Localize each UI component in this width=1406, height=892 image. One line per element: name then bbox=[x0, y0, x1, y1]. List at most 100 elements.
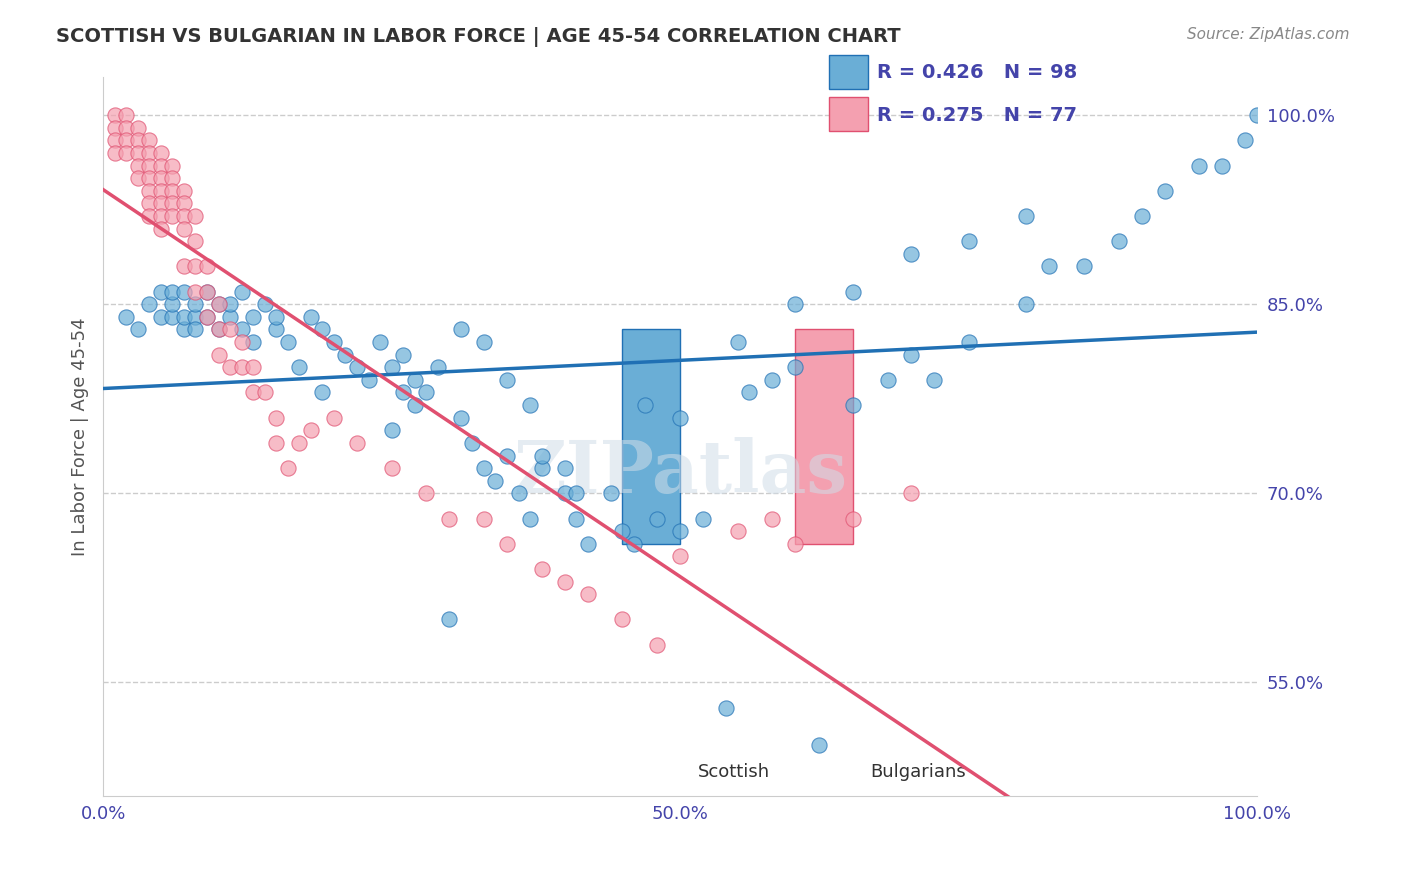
Point bbox=[253, 385, 276, 400]
Point bbox=[127, 159, 149, 173]
Point bbox=[530, 562, 553, 576]
Point bbox=[842, 511, 865, 525]
Point bbox=[242, 360, 264, 375]
FancyBboxPatch shape bbox=[796, 329, 853, 544]
Point bbox=[173, 209, 195, 223]
Point bbox=[173, 322, 195, 336]
Point bbox=[149, 171, 172, 186]
Point bbox=[1038, 260, 1060, 274]
Point bbox=[576, 537, 599, 551]
Point bbox=[127, 120, 149, 135]
Point bbox=[554, 486, 576, 500]
Point bbox=[576, 587, 599, 601]
Point bbox=[1246, 108, 1268, 122]
Point bbox=[264, 410, 287, 425]
Point bbox=[104, 108, 127, 122]
Point bbox=[450, 410, 472, 425]
FancyBboxPatch shape bbox=[830, 97, 868, 131]
Point bbox=[242, 335, 264, 350]
Point bbox=[472, 511, 495, 525]
Point bbox=[692, 511, 714, 525]
Point bbox=[299, 423, 322, 437]
Point bbox=[404, 373, 426, 387]
Point bbox=[207, 322, 229, 336]
Point bbox=[149, 209, 172, 223]
Point bbox=[415, 486, 437, 500]
Point bbox=[104, 120, 127, 135]
Point bbox=[138, 209, 160, 223]
Point bbox=[115, 108, 138, 122]
Point bbox=[138, 184, 160, 198]
Point bbox=[219, 360, 242, 375]
Point bbox=[612, 524, 634, 538]
Point bbox=[1153, 184, 1175, 198]
Point bbox=[554, 461, 576, 475]
Point bbox=[138, 146, 160, 161]
Point bbox=[207, 297, 229, 311]
Point bbox=[439, 612, 461, 626]
Point bbox=[807, 739, 830, 753]
Point bbox=[127, 322, 149, 336]
Point bbox=[173, 260, 195, 274]
Point bbox=[162, 310, 184, 324]
Point bbox=[623, 537, 645, 551]
Y-axis label: In Labor Force | Age 45-54: In Labor Force | Age 45-54 bbox=[72, 318, 89, 556]
Point bbox=[669, 410, 692, 425]
Point bbox=[115, 120, 138, 135]
Point bbox=[472, 335, 495, 350]
Point bbox=[1188, 159, 1211, 173]
Point bbox=[1015, 209, 1038, 223]
Point bbox=[138, 196, 160, 211]
Point bbox=[207, 322, 229, 336]
Point bbox=[484, 474, 506, 488]
Point bbox=[404, 398, 426, 412]
Point bbox=[957, 234, 980, 248]
Point bbox=[900, 247, 922, 261]
Point bbox=[149, 196, 172, 211]
Point bbox=[242, 310, 264, 324]
Point bbox=[184, 209, 207, 223]
Point bbox=[392, 348, 415, 362]
Point bbox=[149, 184, 172, 198]
Point bbox=[1211, 159, 1233, 173]
Point bbox=[138, 297, 160, 311]
Text: SCOTTISH VS BULGARIAN IN LABOR FORCE | AGE 45-54 CORRELATION CHART: SCOTTISH VS BULGARIAN IN LABOR FORCE | A… bbox=[56, 27, 901, 46]
Point bbox=[415, 385, 437, 400]
Point bbox=[127, 146, 149, 161]
Point bbox=[242, 385, 264, 400]
Point bbox=[645, 638, 668, 652]
Point bbox=[264, 322, 287, 336]
Point bbox=[195, 285, 218, 299]
Point bbox=[900, 486, 922, 500]
Point bbox=[162, 171, 184, 186]
Point bbox=[195, 285, 218, 299]
Point bbox=[288, 360, 311, 375]
Point bbox=[519, 511, 541, 525]
Point bbox=[277, 335, 299, 350]
Point bbox=[496, 449, 519, 463]
Point bbox=[1130, 209, 1153, 223]
Point bbox=[149, 285, 172, 299]
Point bbox=[184, 260, 207, 274]
Point bbox=[149, 146, 172, 161]
Point bbox=[612, 612, 634, 626]
Point bbox=[231, 360, 253, 375]
Point bbox=[1073, 260, 1095, 274]
Point bbox=[149, 310, 172, 324]
Point bbox=[461, 436, 484, 450]
FancyBboxPatch shape bbox=[830, 55, 868, 89]
Point bbox=[322, 335, 344, 350]
Point bbox=[381, 360, 404, 375]
FancyBboxPatch shape bbox=[623, 329, 681, 544]
Point bbox=[322, 410, 344, 425]
Point bbox=[876, 373, 898, 387]
Point bbox=[530, 449, 553, 463]
Point bbox=[264, 436, 287, 450]
Point bbox=[277, 461, 299, 475]
Point bbox=[426, 360, 449, 375]
Point bbox=[231, 322, 253, 336]
Point bbox=[785, 360, 807, 375]
Text: ZIPatlas: ZIPatlas bbox=[513, 437, 848, 508]
Point bbox=[138, 159, 160, 173]
Point bbox=[162, 285, 184, 299]
